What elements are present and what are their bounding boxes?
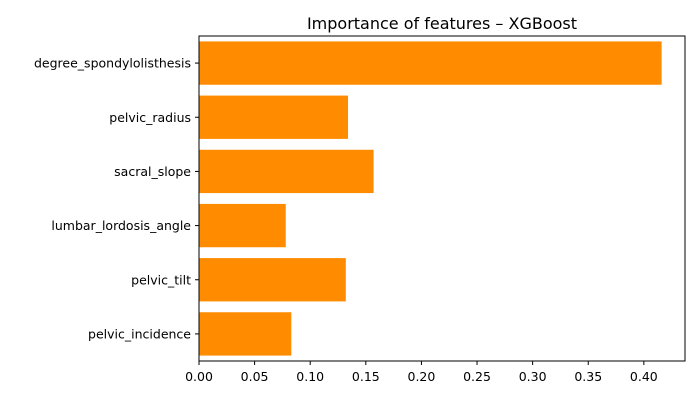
x-tick-label: 0.15: [352, 369, 380, 384]
x-tick-label: 0.00: [185, 369, 213, 384]
bar-pelvic-tilt: [199, 258, 346, 302]
bar-pelvic-radius: [199, 95, 349, 139]
x-tick-label: 0.25: [463, 369, 491, 384]
x-tick-label: 0.10: [296, 369, 324, 384]
plot-frame: [198, 35, 686, 362]
x-tick-label: 0.30: [519, 369, 547, 384]
bar-lumbar-lordosis-angle: [199, 203, 286, 248]
y-tick-label-pelvic-radius: pelvic_radius: [109, 110, 191, 125]
axes-frame: [198, 35, 686, 362]
x-axis-ticks: 0.00 0.05 0.10 0.15 0.20 0.25 0.30 0.35 0.40: [185, 361, 658, 384]
bar-pelvic-incidence: [199, 312, 292, 356]
chart-title: Importance of features – XGBoost: [307, 14, 577, 33]
y-axis-ticks: degree_spondylolisthesis pelvic_radiussac…: [34, 56, 199, 341]
y-tick-label-pelvic-incidence: pelvic_incidence: [88, 326, 191, 341]
x-tick-label: 0.05: [241, 369, 269, 384]
bar-degree-spondylolisthesis: [199, 41, 662, 85]
x-tick-label: 0.40: [630, 369, 658, 384]
y-tick-label-sacral-slope: sacral_slope: [114, 164, 191, 179]
bar-sacral-slope: [199, 149, 374, 194]
x-tick-label: 0.20: [408, 369, 436, 384]
y-tick-label-lumbar-lordosis-angle: lumbar_lordosis_angle: [51, 218, 191, 233]
bars-group: [199, 41, 662, 356]
x-tick-label: 0.35: [574, 369, 602, 384]
y-tick-label-pelvic-tilt: pelvic_tilt: [131, 272, 191, 287]
y-tick-label-degree-spondylolisthesis: degree_spondylolisthesis: [34, 56, 191, 71]
